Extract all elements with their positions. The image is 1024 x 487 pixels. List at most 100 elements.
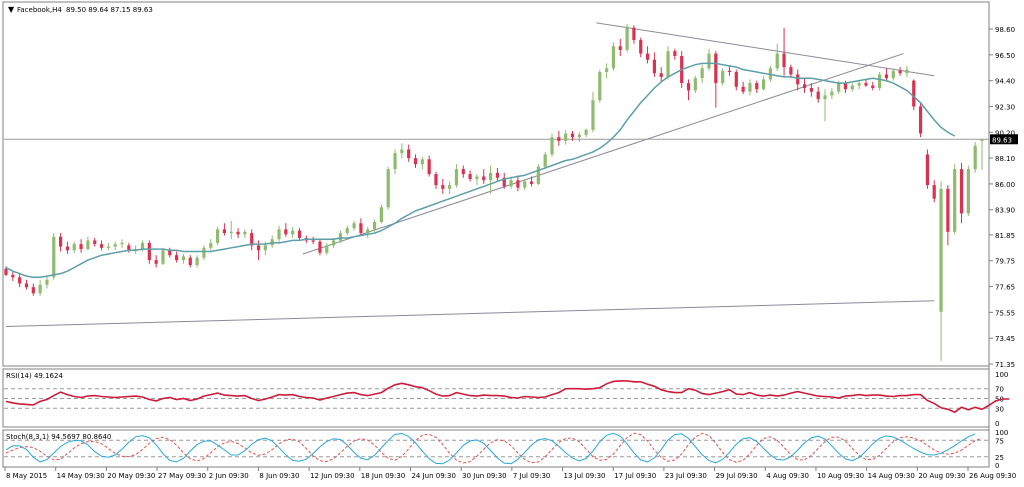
candle[interactable] (454, 164, 459, 188)
candle[interactable] (734, 69, 738, 91)
candle[interactable] (229, 220, 233, 240)
candle[interactable] (181, 253, 186, 264)
candle[interactable] (120, 239, 124, 248)
candle[interactable] (584, 128, 588, 138)
candle[interactable] (106, 242, 110, 251)
candle[interactable] (912, 79, 916, 111)
candle[interactable] (291, 226, 295, 238)
trendline[interactable] (596, 22, 935, 77)
candle[interactable] (441, 178, 445, 194)
candle[interactable] (386, 166, 390, 210)
candle[interactable] (905, 65, 909, 77)
candle[interactable] (632, 25, 636, 44)
candle[interactable] (488, 165, 493, 194)
candle[interactable] (625, 24, 629, 53)
candle[interactable] (236, 228, 240, 238)
candle[interactable] (850, 83, 854, 92)
candle[interactable] (577, 132, 581, 143)
candle[interactable] (318, 239, 322, 256)
candle[interactable] (741, 81, 745, 95)
candle[interactable] (523, 178, 527, 191)
candle[interactable] (700, 64, 704, 84)
candle[interactable] (168, 247, 172, 258)
candle[interactable] (127, 242, 131, 253)
candle[interactable] (939, 181, 943, 361)
candle[interactable] (113, 241, 117, 251)
candle[interactable] (884, 68, 889, 82)
candle[interactable] (400, 143, 404, 159)
candle[interactable] (154, 255, 158, 268)
candle[interactable] (707, 48, 711, 71)
candle[interactable] (830, 88, 834, 100)
candle[interactable] (652, 52, 656, 77)
candle[interactable] (59, 233, 63, 252)
candle[interactable] (434, 171, 438, 189)
candle[interactable] (352, 220, 356, 231)
candle[interactable] (748, 79, 752, 96)
candle[interactable] (727, 65, 732, 76)
candle[interactable] (366, 226, 370, 238)
candle[interactable] (550, 133, 554, 157)
chart-collapse-icon[interactable]: ▼ (8, 5, 15, 14)
candle[interactable] (52, 233, 56, 280)
candle[interactable] (570, 131, 575, 141)
candle[interactable] (372, 219, 377, 232)
candle[interactable] (243, 229, 247, 238)
candle[interactable] (250, 229, 254, 251)
candle[interactable] (161, 247, 165, 266)
candle[interactable] (461, 165, 465, 178)
candle[interactable] (297, 228, 302, 241)
candle[interactable] (543, 151, 547, 170)
candle[interactable] (175, 251, 179, 263)
candle[interactable] (345, 225, 349, 236)
candle[interactable] (18, 273, 22, 288)
candle[interactable] (980, 139, 984, 170)
candle[interactable] (516, 175, 520, 192)
candle[interactable] (598, 69, 602, 103)
candle[interactable] (878, 72, 882, 91)
candle[interactable] (796, 69, 800, 91)
candle[interactable] (407, 144, 411, 162)
candle[interactable] (946, 185, 950, 246)
candle[interactable] (11, 271, 15, 282)
candle[interactable] (502, 172, 506, 189)
candle[interactable] (605, 63, 609, 79)
candle[interactable] (529, 176, 534, 187)
candle[interactable] (413, 154, 418, 168)
candle[interactable] (427, 155, 431, 177)
candle[interactable] (775, 43, 779, 71)
candle[interactable] (721, 68, 725, 86)
candle[interactable] (222, 223, 227, 236)
candle[interactable] (925, 149, 929, 189)
candle[interactable] (99, 240, 104, 251)
candle[interactable] (45, 276, 49, 289)
candle[interactable] (891, 68, 895, 81)
candle[interactable] (932, 180, 936, 203)
candle[interactable] (611, 42, 616, 71)
candle[interactable] (202, 245, 206, 261)
candle[interactable] (209, 239, 213, 251)
candle[interactable] (311, 236, 315, 245)
candle[interactable] (639, 37, 643, 58)
candle[interactable] (482, 169, 486, 184)
candle[interactable] (686, 79, 691, 101)
candle[interactable] (673, 48, 677, 60)
candle[interactable] (284, 223, 288, 237)
candle[interactable] (448, 181, 452, 194)
trendline[interactable] (5, 300, 935, 328)
candle[interactable] (379, 204, 383, 224)
candle[interactable] (495, 167, 500, 182)
candle[interactable] (31, 283, 35, 296)
candle[interactable] (823, 89, 827, 122)
candle[interactable] (871, 81, 875, 91)
candle[interactable] (816, 86, 820, 103)
candle[interactable] (475, 174, 479, 186)
candle[interactable] (557, 131, 561, 146)
candle[interactable] (509, 176, 513, 189)
candle[interactable] (973, 142, 977, 173)
candle[interactable] (93, 237, 97, 247)
candle[interactable] (809, 83, 813, 97)
candle[interactable] (591, 91, 595, 133)
candle[interactable] (338, 230, 343, 243)
